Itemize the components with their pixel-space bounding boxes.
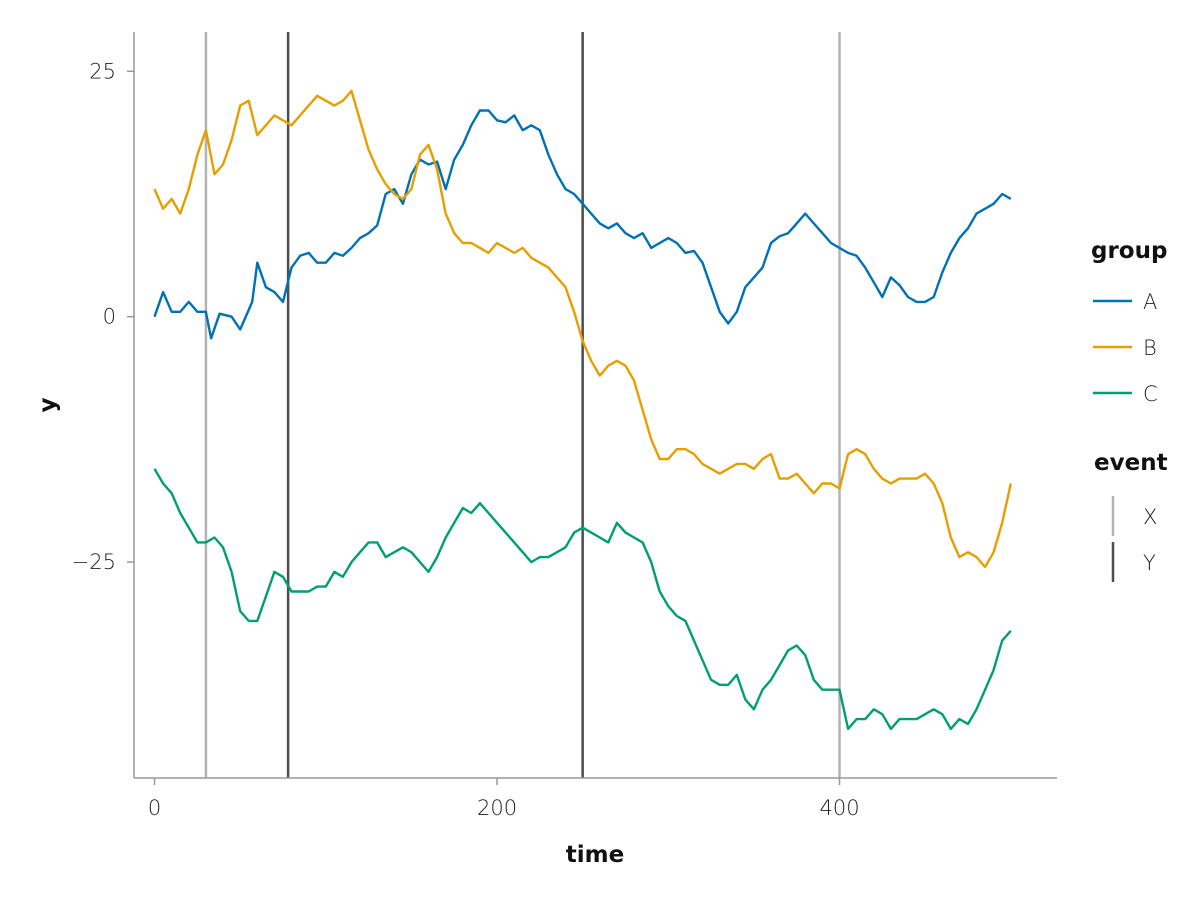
legend-title-group: group: [1091, 238, 1167, 264]
legend: group ABC event XY: [1091, 238, 1168, 582]
legend-label-b: B: [1143, 336, 1157, 360]
event-lines: [204, 32, 841, 778]
x-axis-title: time: [566, 842, 624, 868]
y-tick-label: 0: [103, 305, 116, 329]
x-axis-ticks: 0 200 400: [148, 778, 860, 820]
y-axis-title: y: [35, 398, 61, 413]
x-tick-label: 400: [819, 796, 859, 820]
y-tick-label: 25: [89, 59, 116, 83]
series-line-a: [153, 109, 1012, 340]
legend-label-a: A: [1143, 290, 1157, 314]
series-line-b: [153, 89, 1012, 569]
legend-label-c: C: [1143, 382, 1158, 406]
series-line-c: [153, 468, 1012, 731]
series-lines: [153, 89, 1012, 731]
y-tick-label: −25: [72, 550, 116, 574]
legend-label-event-x: X: [1143, 505, 1157, 529]
legend-label-event-y: Y: [1143, 551, 1156, 575]
legend-group-entries: ABC: [1093, 290, 1158, 406]
legend-event-entries: XY: [1111, 496, 1157, 582]
y-axis-ticks: 25 0 −25: [72, 59, 134, 574]
x-tick-label: 200: [477, 796, 517, 820]
legend-title-event: event: [1094, 450, 1168, 476]
x-tick-label: 0: [148, 796, 161, 820]
